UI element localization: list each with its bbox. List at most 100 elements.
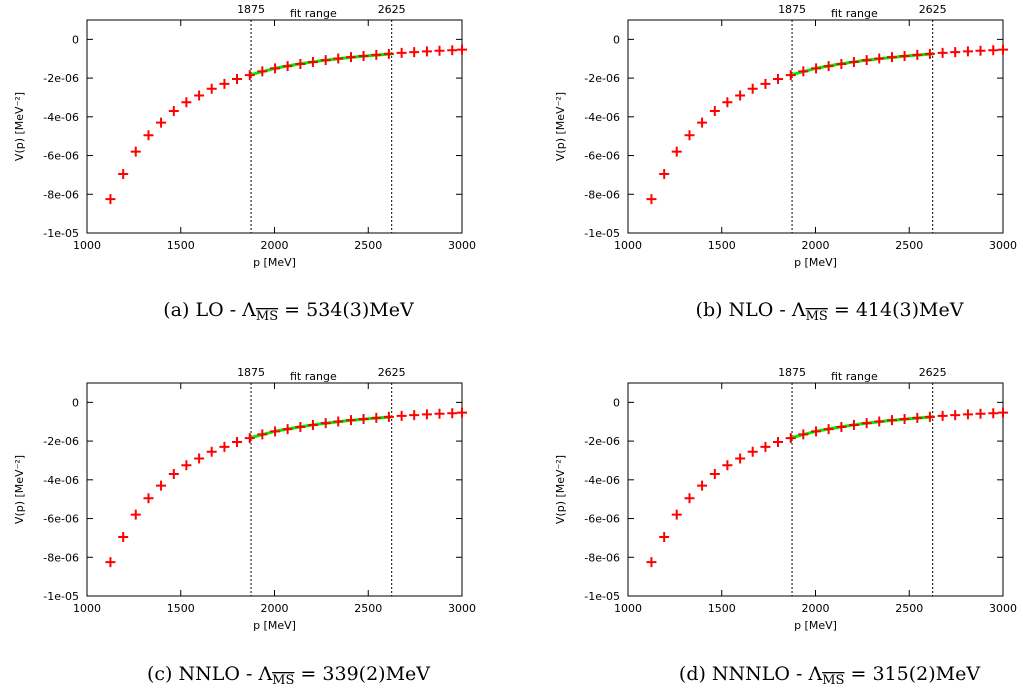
data-point: [697, 480, 708, 491]
y-tick-label: -1e-05: [584, 590, 620, 603]
caption-value: = 339(2)MeV: [294, 663, 430, 685]
data-point: [168, 469, 179, 480]
data-point: [206, 446, 217, 457]
x-tick-label: 3000: [448, 239, 476, 252]
data-point: [447, 408, 458, 419]
fit-boundary-label: 1875: [778, 3, 806, 16]
data-point: [206, 83, 217, 94]
data-point: [798, 66, 809, 77]
caption-subscript: MS: [272, 673, 294, 688]
data-point: [646, 194, 657, 205]
y-tick-label: -2e-06: [43, 72, 79, 85]
data-point: [295, 421, 306, 432]
data-point: [371, 412, 382, 423]
data-point: [671, 509, 682, 520]
data-point: [156, 117, 167, 128]
x-tick-label: 3000: [989, 602, 1017, 615]
fit-curve: [249, 415, 394, 440]
x-tick-label: 1000: [614, 602, 642, 615]
data-point: [282, 61, 293, 72]
data-point: [421, 409, 432, 420]
chart-panel-d: 1000 1500 2000 2500 3000 0 -2e-06 -4e-06 -6e-06 -…: [554, 366, 1017, 688]
data-point: [937, 410, 948, 421]
data-point: [219, 441, 230, 452]
data-point: [950, 47, 961, 58]
data-point: [874, 53, 885, 64]
y-tick-label: -8e-06: [584, 551, 620, 564]
y-axis-label: V(p) [MeV⁻²]: [554, 455, 567, 524]
data-point: [168, 106, 179, 117]
data-point: [684, 493, 695, 504]
x-tick-label: 2000: [261, 602, 289, 615]
data-point: [709, 106, 720, 117]
y-tick-label: -4e-06: [584, 474, 620, 487]
data-point: [232, 437, 242, 448]
data-point: [975, 408, 986, 419]
data-point: [219, 78, 230, 89]
data-point: [988, 408, 999, 419]
data-point: [659, 168, 670, 179]
panel-caption: (b) NLO - ΛMS = 414(3)MeV: [696, 299, 964, 324]
data-point: [130, 509, 141, 520]
x-tick-label: 1500: [167, 239, 195, 252]
caption-value: = 534(3)MeV: [278, 299, 414, 321]
data-point: [396, 47, 407, 58]
chart-panel-b: 1000 1500 2000 2500 3000 0 -2e-06 -4e-06 -6e-06 -…: [554, 3, 1017, 324]
data-point: [194, 90, 205, 101]
x-tick-label: 2500: [895, 239, 923, 252]
data-point: [320, 55, 331, 66]
x-tick-label: 1500: [167, 602, 195, 615]
caption-value: = 414(3)MeV: [828, 299, 964, 321]
data-point: [257, 66, 268, 77]
data-point: [684, 130, 695, 141]
fit-boundary-label: 1875: [778, 366, 806, 379]
fit-curve: [790, 415, 935, 440]
data-point: [434, 45, 445, 56]
data-point: [962, 46, 973, 57]
data-point: [785, 70, 796, 81]
y-axis-label: V(p) [MeV⁻²]: [554, 92, 567, 161]
fit-boundary-label: 2625: [919, 3, 947, 16]
data-point: [105, 557, 116, 568]
y-tick-label: -1e-05: [43, 590, 79, 603]
data-point: [143, 130, 154, 141]
data-point: [270, 63, 281, 74]
data-point: [457, 407, 467, 418]
x-tick-label: 2000: [802, 602, 830, 615]
data-point: [257, 429, 268, 440]
y-axis-label: V(p) [MeV⁻²]: [13, 92, 26, 161]
data-point: [697, 117, 708, 128]
data-point: [735, 90, 746, 101]
caption-subscript: MS: [822, 673, 844, 688]
data-point: [760, 78, 771, 89]
data-point: [409, 410, 420, 421]
caption-lambda: Λ: [241, 299, 256, 321]
data-point: [409, 47, 420, 58]
x-tick-label: 3000: [989, 239, 1017, 252]
data-point: [118, 531, 129, 542]
data-point: [912, 49, 923, 60]
data-point: [333, 53, 344, 64]
data-point: [156, 480, 167, 491]
data-point: [421, 46, 432, 57]
y-tick-label: -2e-06: [43, 435, 79, 448]
data-point: [659, 531, 670, 542]
caption-lambda: Λ: [257, 663, 272, 685]
data-point: [244, 433, 255, 444]
data-point: [396, 410, 407, 421]
y-tick-label: 0: [72, 396, 79, 409]
data-point: [194, 453, 205, 464]
y-tick-label: -8e-06: [43, 551, 79, 564]
y-tick-label: -8e-06: [584, 188, 620, 201]
fit-boundary-label: 2625: [378, 3, 406, 16]
caption-value: = 315(2)MeV: [844, 663, 980, 685]
data-point: [181, 460, 192, 471]
data-point: [798, 429, 809, 440]
x-axis-label: p [MeV]: [253, 619, 296, 632]
fit-boundary-label: 2625: [919, 366, 947, 379]
x-tick-label: 1000: [73, 239, 101, 252]
y-tick-label: -6e-06: [584, 150, 620, 163]
data-point: [811, 426, 822, 437]
y-tick-label: -4e-06: [43, 111, 79, 124]
